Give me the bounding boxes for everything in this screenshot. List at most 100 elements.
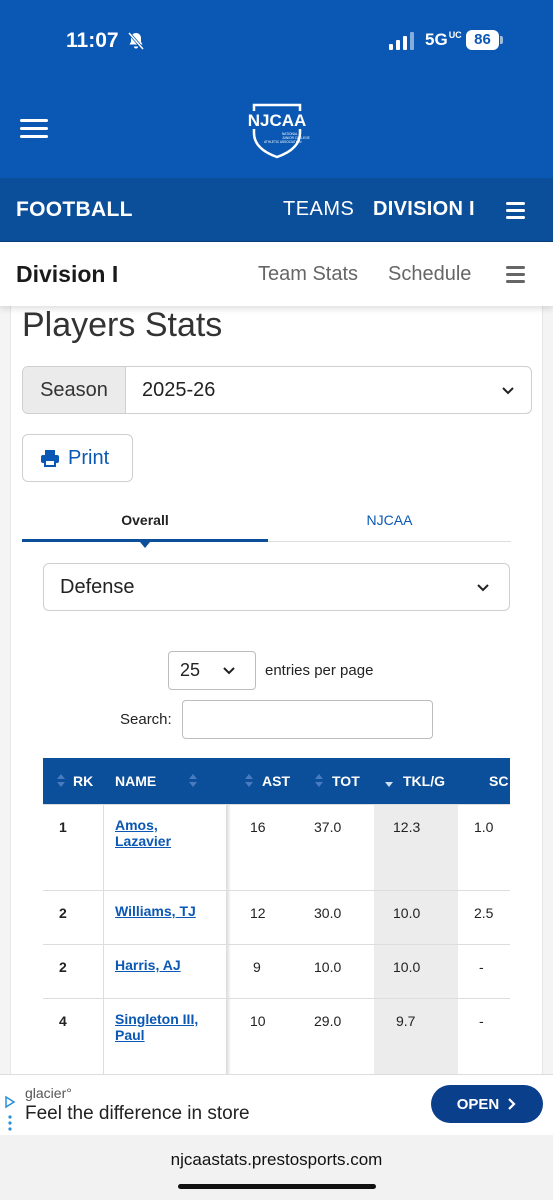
ad-text: Feel the difference in store [25,1103,250,1124]
chevron-right-icon [508,1098,516,1110]
entries-value: 25 [180,660,201,680]
sort-icon [315,774,323,788]
tklg-cell: 10.0 [393,905,421,921]
chevron-down-icon [223,667,235,675]
season-value-text: 2025-26 [142,378,216,401]
print-button[interactable]: Print [22,434,133,482]
home-indicator [178,1184,376,1189]
col-tklg[interactable]: TKL/G [403,773,445,789]
top-header [0,0,553,178]
sport-title[interactable]: FOOTBALL [16,198,133,221]
schedule-link[interactable]: Schedule [388,263,472,285]
season-value[interactable]: 2025-26 [126,367,531,413]
sc-cell: 1.0 [474,819,494,835]
svg-text:ATHLETIC ASSOCIATION: ATHLETIC ASSOCIATION [264,140,302,144]
chevron-down-icon [477,584,489,592]
division-title[interactable]: Division I [16,261,119,287]
sport-menu-icon[interactable] [506,202,525,222]
signal-icon [389,32,414,50]
ad-banner[interactable]: glacier° Feel the difference in store OP… [0,1074,553,1135]
chevron-down-icon [502,387,514,395]
ast-cell: 12 [250,905,266,921]
sub-nav: Division I Team Stats Schedule [0,242,553,306]
search-label: Search: [120,711,172,728]
search-input[interactable] [182,700,433,739]
bell-off-icon [127,32,145,50]
sc-cell: - [479,1013,484,1029]
tklg-cell: 9.7 [396,1013,416,1029]
svg-text:NATIONAL: NATIONAL [282,132,298,136]
col-ast[interactable]: AST [262,773,290,789]
svg-text:NJCAA: NJCAA [248,111,307,130]
ad-open-label: OPEN [456,1095,500,1113]
table-header: RK NAME AST TOT TKL/G SC [43,758,510,804]
player-name-link[interactable]: Harris, AJ [115,957,181,973]
player-name-link[interactable]: Singleton III, Paul [115,1011,199,1043]
col-tot[interactable]: TOT [332,773,360,789]
ast-cell: 9 [253,959,261,975]
browser-url-bar[interactable]: njcaastats.prestosports.com [0,1135,553,1200]
tot-cell: 37.0 [314,819,342,835]
network-indicator: 5GUC [425,30,462,49]
status-time: 11:07 [66,29,119,52]
table-row: 2 Harris, AJ 9 10.0 10.0 - [43,944,510,998]
rank-cell: 2 [59,905,67,921]
sc-cell: - [479,959,484,975]
player-name-link[interactable]: Amos, Lazavier [115,817,172,849]
sorted-column-highlight [374,804,458,1074]
col-name[interactable]: NAME [115,773,157,789]
tklg-cell: 10.0 [393,959,421,975]
rank-cell: 2 [59,959,67,975]
ad-brand: glacier° [25,1085,72,1101]
table-row: 4 Singleton III, Paul 10 29.0 9.7 - [43,998,510,1074]
tot-cell: 29.0 [314,1013,342,1029]
tab-njcaa[interactable]: NJCAA [268,500,511,542]
col-sc[interactable]: SC [489,773,509,789]
stats-table: RK NAME AST TOT TKL/G SC 1 Amos, Lazavie… [43,758,510,1074]
teams-link[interactable]: TEAMS [283,198,355,220]
table-row: 1 Amos, Lazavier 16 37.0 12.3 1.0 [43,804,510,890]
rank-cell: 1 [59,819,67,835]
ast-cell: 10 [250,1013,266,1029]
sort-icon [189,774,197,788]
url-text[interactable]: njcaastats.prestosports.com [170,1150,383,1169]
active-tab-caret [140,542,150,548]
column-divider [103,804,104,1074]
tot-cell: 30.0 [314,905,342,921]
print-label: Print [68,446,110,469]
category-value: Defense [60,575,135,598]
battery-icon: 86 [466,30,499,50]
njcaa-logo[interactable]: NJCAA NATIONAL JUNIOR COLLEGE ATHLETIC A… [244,99,310,159]
col-rk[interactable]: RK [73,773,94,789]
stats-tabs: Overall NJCAA [22,500,511,548]
category-select[interactable]: Defense [43,563,510,611]
sticky-column-shadow [227,804,231,1074]
ad-open-button[interactable]: OPEN [431,1085,543,1123]
season-label: Season [23,367,126,413]
tot-cell: 10.0 [314,959,342,975]
printer-icon [41,450,59,467]
team-stats-link[interactable]: Team Stats [258,263,359,285]
table-row: 2 Williams, TJ 12 30.0 10.0 2.5 [43,890,510,944]
tklg-cell: 12.3 [393,819,421,835]
sport-bar: FOOTBALL TEAMS DIVISION I [0,178,553,242]
season-select[interactable]: Season 2025-26 [22,366,532,414]
page-title: Players Stats [22,306,223,344]
entries-label: entries per page [265,662,374,679]
division-link[interactable]: DIVISION I [373,198,475,220]
battery-cap [500,36,503,44]
player-name-link[interactable]: Williams, TJ [115,903,196,919]
adchoices-icon[interactable] [4,1095,16,1135]
main-menu-icon[interactable] [20,119,48,139]
sort-icon [57,774,65,788]
column-divider [226,804,227,1074]
subnav-menu-icon[interactable] [506,266,525,286]
rank-cell: 4 [59,1013,67,1029]
sort-desc-icon [385,774,393,788]
sc-cell: 2.5 [474,905,494,921]
entries-select[interactable]: 25 [168,651,256,690]
tab-overall[interactable]: Overall [22,500,268,542]
sort-icon [245,774,253,788]
ast-cell: 16 [250,819,266,835]
svg-text:JUNIOR COLLEGE: JUNIOR COLLEGE [282,136,310,140]
